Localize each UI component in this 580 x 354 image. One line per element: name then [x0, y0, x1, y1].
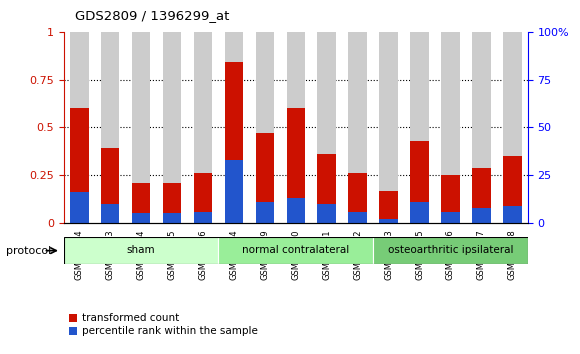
Bar [256, 32, 274, 223]
Text: normal contralateral: normal contralateral [242, 245, 349, 256]
Bar [101, 148, 119, 223]
Bar [163, 32, 182, 223]
Text: protocol: protocol [6, 246, 51, 256]
Legend: transformed count, percentile rank within the sample: transformed count, percentile rank withi… [69, 313, 258, 336]
Bar [224, 62, 243, 223]
Bar [317, 32, 336, 223]
Bar [132, 213, 150, 223]
Bar [132, 183, 150, 223]
Bar [317, 154, 336, 223]
Bar [349, 32, 367, 223]
Bar [472, 208, 491, 223]
Bar [410, 32, 429, 223]
Text: GDS2809 / 1396299_at: GDS2809 / 1396299_at [75, 9, 230, 22]
Bar [410, 202, 429, 223]
Bar [441, 212, 460, 223]
Bar [472, 167, 491, 223]
Bar [317, 204, 336, 223]
Bar [70, 32, 89, 223]
Bar [163, 183, 182, 223]
Bar [472, 32, 491, 223]
Bar [132, 32, 150, 223]
Bar [379, 190, 398, 223]
Bar [503, 156, 521, 223]
Bar [503, 32, 521, 223]
Bar [194, 173, 212, 223]
Bar [349, 173, 367, 223]
Text: osteoarthritic ipsilateral: osteoarthritic ipsilateral [387, 245, 513, 256]
Bar [410, 141, 429, 223]
Bar [70, 108, 89, 223]
Bar [163, 213, 182, 223]
Bar [194, 32, 212, 223]
Bar [224, 32, 243, 223]
Bar [219, 237, 373, 264]
Bar [70, 193, 89, 223]
Bar [441, 175, 460, 223]
Bar [256, 202, 274, 223]
Bar [287, 108, 305, 223]
Bar [349, 212, 367, 223]
Bar [503, 206, 521, 223]
Bar [373, 237, 528, 264]
Bar [379, 219, 398, 223]
Text: sham: sham [127, 245, 155, 256]
Bar [64, 237, 219, 264]
Bar [441, 32, 460, 223]
Bar [101, 32, 119, 223]
Bar [256, 133, 274, 223]
Bar [287, 32, 305, 223]
Bar [287, 198, 305, 223]
Bar [101, 204, 119, 223]
Bar [194, 212, 212, 223]
Bar [224, 160, 243, 223]
Bar [379, 32, 398, 223]
